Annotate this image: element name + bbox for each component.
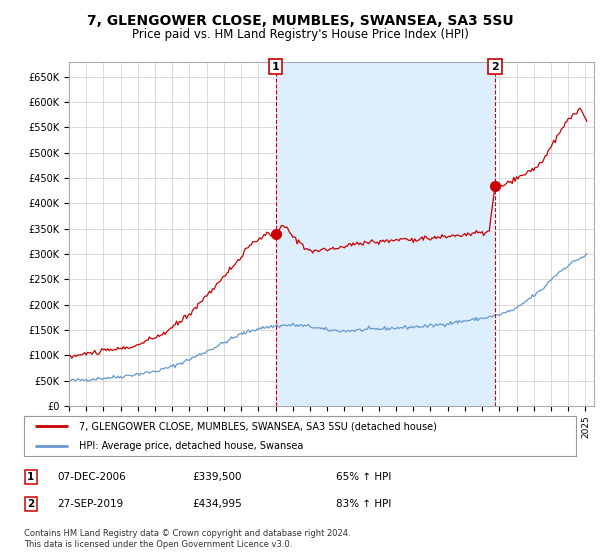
Text: £434,995: £434,995	[192, 499, 242, 509]
Text: 7, GLENGOWER CLOSE, MUMBLES, SWANSEA, SA3 5SU: 7, GLENGOWER CLOSE, MUMBLES, SWANSEA, SA…	[86, 14, 514, 28]
Text: HPI: Average price, detached house, Swansea: HPI: Average price, detached house, Swan…	[79, 441, 304, 451]
Text: 07-DEC-2006: 07-DEC-2006	[57, 472, 126, 482]
Text: 83% ↑ HPI: 83% ↑ HPI	[336, 499, 391, 509]
Text: £339,500: £339,500	[192, 472, 241, 482]
Text: 65% ↑ HPI: 65% ↑ HPI	[336, 472, 391, 482]
Text: 7, GLENGOWER CLOSE, MUMBLES, SWANSEA, SA3 5SU (detached house): 7, GLENGOWER CLOSE, MUMBLES, SWANSEA, SA…	[79, 421, 437, 431]
Text: 1: 1	[272, 62, 280, 72]
Text: Price paid vs. HM Land Registry's House Price Index (HPI): Price paid vs. HM Land Registry's House …	[131, 28, 469, 41]
Text: 2: 2	[27, 499, 34, 509]
Text: Contains HM Land Registry data © Crown copyright and database right 2024.
This d: Contains HM Land Registry data © Crown c…	[24, 529, 350, 549]
Text: 2: 2	[491, 62, 499, 72]
Text: 1: 1	[27, 472, 34, 482]
Bar	[275, 62, 495, 406]
Text: 27-SEP-2019: 27-SEP-2019	[57, 499, 123, 509]
